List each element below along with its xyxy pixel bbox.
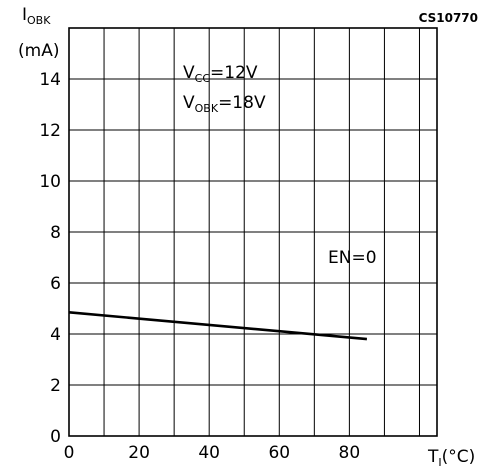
vobk-annotation: VOBK=18V bbox=[183, 93, 266, 115]
vcc-main: V bbox=[183, 63, 195, 83]
y-axis-label: IOBK bbox=[22, 5, 51, 27]
y-tick-label: 6 bbox=[50, 274, 61, 294]
y-tick-label: 0 bbox=[50, 427, 61, 447]
y-tick-label: 10 bbox=[39, 172, 61, 192]
vcc-annotation: VCC=12V bbox=[183, 63, 258, 85]
x-tick-label: 80 bbox=[339, 443, 361, 463]
vobk-value: =18V bbox=[218, 93, 266, 113]
vobk-main: V bbox=[183, 93, 195, 113]
x-tick-label: 0 bbox=[64, 443, 75, 463]
x-axis-label: TJ(°C) bbox=[427, 447, 475, 466]
y-tick-label: 12 bbox=[39, 121, 61, 141]
grid bbox=[68, 27, 438, 437]
series-line bbox=[68, 311, 368, 341]
vobk-sub: OBK bbox=[195, 102, 219, 115]
y-tick-label: 4 bbox=[50, 325, 61, 345]
figure-code: CS10770 bbox=[419, 11, 478, 25]
y-axis-unit: (mA) bbox=[18, 41, 59, 61]
series-lines bbox=[68, 311, 368, 341]
en-annotation: EN=0 bbox=[328, 248, 377, 268]
x-axis-label-main: T bbox=[427, 447, 439, 466]
y-axis-label-main: I bbox=[22, 5, 27, 25]
x-tick-label: 40 bbox=[198, 443, 220, 463]
y-tick-label: 2 bbox=[50, 376, 61, 396]
y-tick-label: 14 bbox=[39, 70, 61, 90]
x-tick-label: 60 bbox=[268, 443, 290, 463]
y-axis-label-sub: OBK bbox=[27, 14, 51, 27]
x-tick-label: 20 bbox=[128, 443, 150, 463]
x-axis-label-sub: J bbox=[437, 456, 441, 466]
x-axis-unit: (°C) bbox=[442, 447, 476, 466]
y-tick-label: 8 bbox=[50, 223, 61, 243]
vcc-value: =12V bbox=[210, 63, 258, 83]
tick-labels: 0 20 40 60 80 0 2 4 6 8 10 12 14 bbox=[39, 70, 360, 463]
vcc-sub: CC bbox=[195, 72, 211, 85]
